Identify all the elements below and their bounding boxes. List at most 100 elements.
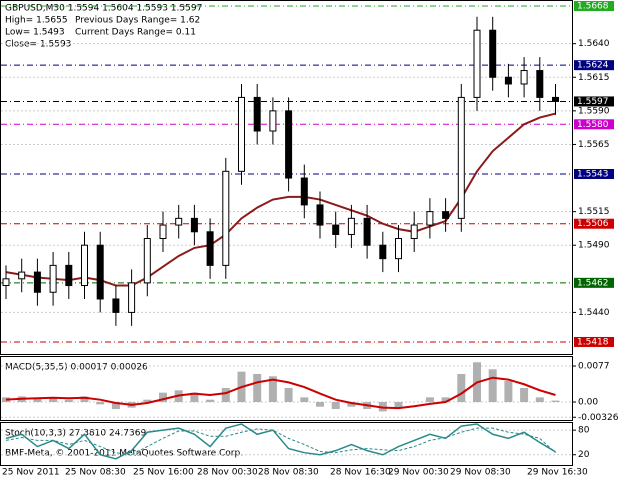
macd-bar [80, 396, 89, 403]
header-cur-range: Current Days Range= 0.11 [75, 28, 196, 38]
candle-body [442, 211, 450, 219]
macd-bar [535, 397, 544, 403]
x-tick-label: 25 Nov 08:30 [65, 468, 126, 478]
level-label: 1.5580 [577, 120, 609, 130]
y-tick-label: 1.5490 [578, 241, 610, 251]
macd-bar [33, 398, 42, 403]
level-label: 1.5418 [577, 337, 609, 347]
candle-body [379, 244, 387, 260]
y-tick-label: 1.5440 [578, 308, 610, 318]
header-low: Low= 1.5493 [5, 28, 65, 38]
level-label: 1.5624 [577, 61, 609, 71]
macd-bar [300, 397, 309, 403]
candle-body [81, 244, 88, 287]
candle-body [143, 238, 151, 284]
macd-bar [551, 400, 560, 403]
y-tick-label: 20 [578, 450, 590, 460]
macd-bar [159, 392, 167, 403]
candle-body [112, 298, 120, 313]
y-tick-label: 1.5590 [578, 106, 610, 116]
candle-body [159, 224, 167, 240]
candle-body [18, 271, 26, 280]
candle-body [285, 110, 293, 179]
y-tick-label: 1.5565 [578, 140, 610, 150]
candle-body [473, 29, 481, 98]
x-tick-label: 25 Nov 16:00 [133, 468, 194, 478]
macd-bar [331, 402, 340, 410]
level-label: 1.5462 [577, 278, 609, 288]
candle-body [347, 217, 355, 235]
main-panel [0, 0, 573, 355]
level-label: 1.5506 [577, 219, 609, 229]
stoch-title: Stoch(10,3,3) 27.3810 24.7369 [5, 429, 146, 439]
candle-body [410, 224, 418, 240]
level-tag [574, 119, 614, 130]
level-tag [574, 60, 614, 71]
macd-bar [457, 373, 466, 403]
macd-bar [143, 399, 152, 403]
candle-body [222, 170, 230, 266]
stoch-line [5, 423, 556, 460]
candle-body [489, 29, 497, 78]
candle-body [457, 96, 465, 219]
x-tick-label: 29 Nov 08:30 [450, 468, 511, 478]
macd-bar [504, 380, 513, 403]
candle-body [552, 96, 559, 102]
x-tick-label: 29 Nov 16:30 [527, 468, 588, 478]
macd-bar [347, 402, 356, 407]
candle-body [190, 217, 198, 233]
header-high: High= 1.5655 [5, 16, 68, 26]
candle-body [206, 231, 214, 266]
candle-body [300, 177, 308, 206]
level-tag [574, 277, 614, 288]
level-label: 1.5597 [577, 97, 609, 107]
level-tag [574, 96, 614, 107]
macd-bar [284, 387, 293, 403]
stoch-panel [0, 422, 573, 466]
candle-body [253, 96, 261, 132]
candle-body [2, 278, 10, 287]
macd-bar [394, 402, 403, 408]
macd-bar [190, 392, 199, 403]
candle-body [332, 224, 340, 235]
candle-body [49, 264, 57, 293]
y-tick-label: -0.00326 [578, 413, 619, 423]
level-label: 1.5668 [577, 2, 609, 12]
x-tick-label: 28 Nov 00:30 [197, 468, 258, 478]
candle-body [520, 70, 528, 85]
candle-body [96, 244, 104, 300]
candle-body [426, 211, 434, 226]
macd-bar [316, 402, 324, 407]
macd-bar [441, 397, 450, 403]
y-tick-label: 0.00 [578, 398, 598, 408]
candle-body [363, 217, 371, 246]
macd-bar [49, 397, 58, 403]
candle-body [65, 264, 73, 287]
macd-bar [253, 373, 262, 403]
macd-title: MACD(5,35,5) 0.00017 0.00026 [5, 363, 148, 373]
x-tick-label: 28 Nov 08:30 [258, 468, 319, 478]
y-tick-label: 80 [578, 426, 590, 436]
y-tick-label: 0.0077 [578, 362, 610, 372]
x-tick-label: 29 Nov 00:30 [388, 468, 449, 478]
level-tag [574, 336, 614, 347]
macd-bar [488, 369, 497, 403]
y-tick-label: 1.5615 [578, 73, 610, 83]
header-symbol: GBPUSD,M30 1.5594 1.5604 1.5593 1.5597 [5, 4, 202, 14]
macd-bar [96, 402, 105, 405]
header-prev-range: Previous Days Range= 1.62 [75, 16, 200, 26]
level-label: 1.5543 [577, 170, 609, 180]
candle-body [316, 204, 324, 226]
macd-bar [111, 402, 120, 410]
candle-body [238, 96, 245, 172]
candle-body [395, 238, 402, 260]
macd-signal [5, 376, 556, 410]
level-tag [574, 218, 614, 229]
candle-body [175, 217, 183, 226]
candle-body [33, 271, 41, 293]
macd-bar [520, 387, 529, 403]
x-tick-label: 25 Nov 2011 [2, 468, 60, 478]
level-tag [574, 169, 614, 180]
level-tag [574, 1, 614, 12]
